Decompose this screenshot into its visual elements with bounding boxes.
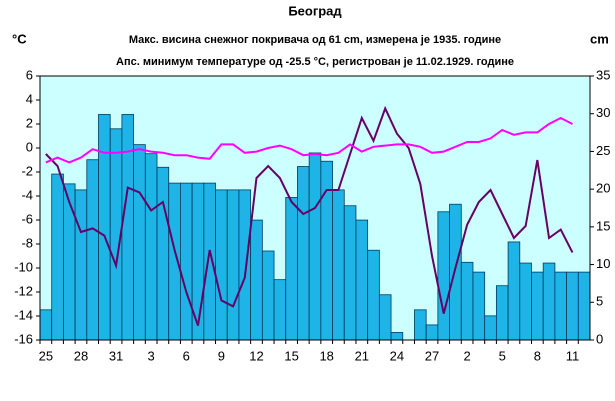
bar bbox=[378, 294, 392, 341]
bar bbox=[74, 189, 88, 341]
bar bbox=[343, 205, 357, 341]
y-tick-label: -6 bbox=[21, 211, 33, 226]
x-tick-label: 11 bbox=[566, 348, 580, 363]
x-tick-label: 24 bbox=[390, 348, 404, 363]
x-tick-label: 3 bbox=[148, 348, 155, 363]
bar bbox=[332, 189, 345, 341]
line bbox=[45, 105, 574, 326]
line bbox=[45, 116, 573, 164]
y-tick-label: -16 bbox=[14, 331, 33, 346]
y-tick-label: -10 bbox=[14, 259, 33, 274]
y-tick-label: 4 bbox=[26, 91, 33, 106]
bar bbox=[449, 203, 462, 341]
x-tick-label: 15 bbox=[284, 348, 298, 363]
x-tick-label: 28 bbox=[74, 348, 88, 363]
bar bbox=[495, 285, 509, 341]
y-tick-label: -14 bbox=[14, 307, 33, 322]
chart-title: Београд bbox=[288, 3, 342, 18]
bar bbox=[39, 309, 53, 341]
y-axis-label: °C bbox=[12, 31, 27, 46]
bar bbox=[507, 241, 521, 341]
x-tick-label: 18 bbox=[319, 348, 333, 363]
bar bbox=[51, 173, 64, 341]
bar bbox=[367, 249, 380, 341]
bar bbox=[519, 262, 532, 341]
bar bbox=[156, 166, 170, 341]
y-tick-label: -12 bbox=[14, 283, 33, 298]
y2-tick-label: 0 bbox=[596, 331, 603, 346]
x-tick-label: 2 bbox=[464, 348, 471, 363]
bar bbox=[472, 271, 486, 341]
bar bbox=[285, 197, 298, 341]
x-tick-label: 27 bbox=[425, 348, 439, 363]
y-tick-label: -2 bbox=[21, 163, 33, 178]
x-tick-label: 8 bbox=[534, 348, 541, 363]
y-tick-label: -8 bbox=[21, 235, 33, 250]
bar bbox=[308, 152, 322, 341]
y2-tick-label: 5 bbox=[596, 294, 603, 309]
y-tick-label: 2 bbox=[26, 115, 33, 130]
bar bbox=[484, 315, 497, 341]
bar bbox=[215, 189, 228, 341]
x-tick-label: 9 bbox=[218, 348, 225, 363]
bar bbox=[203, 182, 216, 341]
bar bbox=[250, 219, 263, 341]
bar bbox=[226, 189, 240, 341]
y2-tick-label: 15 bbox=[596, 218, 610, 233]
bar bbox=[355, 219, 369, 341]
x-tick-label: 5 bbox=[499, 348, 506, 363]
y2-axis-label: cm bbox=[590, 31, 609, 46]
bar bbox=[121, 114, 135, 341]
bar bbox=[63, 183, 76, 341]
x-tick-label: 21 bbox=[355, 348, 369, 363]
bar bbox=[133, 144, 146, 341]
bar bbox=[577, 271, 591, 341]
bar bbox=[414, 309, 427, 341]
bar bbox=[320, 160, 333, 341]
bar bbox=[238, 189, 252, 341]
bar bbox=[437, 211, 450, 341]
bar bbox=[297, 166, 310, 341]
chart-subtitle: Апс. минимум температуре од -25.5 °C, ре… bbox=[116, 56, 514, 68]
bar bbox=[86, 159, 99, 341]
y-tick-label: 0 bbox=[26, 139, 33, 154]
y2-tick-label: 30 bbox=[596, 105, 610, 120]
y2-tick-label: 20 bbox=[596, 181, 610, 196]
bar bbox=[180, 182, 193, 341]
bar bbox=[531, 271, 544, 341]
bar bbox=[144, 153, 158, 341]
x-tick-label: 25 bbox=[39, 348, 53, 363]
y2-tick-label: 10 bbox=[596, 256, 610, 271]
chart-subtitle: Макс. висина снежног покривача од 61 cm,… bbox=[129, 34, 501, 46]
x-tick-label: 6 bbox=[183, 348, 190, 363]
y-tick-label: 6 bbox=[26, 67, 33, 82]
x-tick-label: 31 bbox=[109, 348, 123, 363]
bar bbox=[460, 261, 474, 341]
bar bbox=[98, 114, 111, 341]
y2-tick-label: 25 bbox=[596, 143, 610, 158]
x-tick-label: 12 bbox=[249, 348, 263, 363]
plot-border bbox=[39, 75, 591, 341]
bar bbox=[566, 271, 579, 341]
bar bbox=[425, 324, 439, 341]
bar bbox=[390, 332, 404, 341]
y2-tick-label: 35 bbox=[596, 67, 610, 82]
bar bbox=[273, 279, 287, 341]
bar bbox=[542, 262, 556, 341]
bar bbox=[554, 271, 567, 341]
y-tick-label: -4 bbox=[21, 187, 33, 202]
bar bbox=[261, 250, 275, 341]
